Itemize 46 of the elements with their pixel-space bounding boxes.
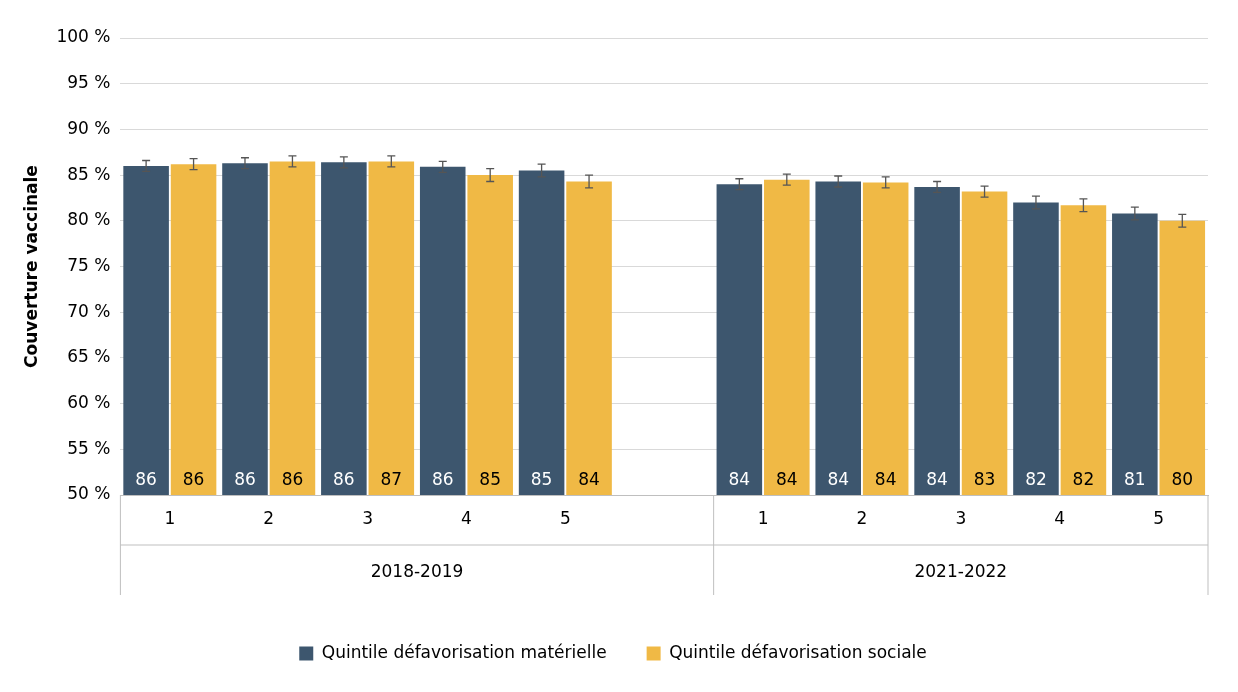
x-tick-label: 3: [955, 507, 967, 528]
x-tick-label: 4: [1054, 507, 1066, 528]
data-label: 84: [874, 468, 897, 489]
data-label: 84: [827, 468, 850, 489]
y-tick-label: 65 %: [67, 346, 111, 367]
data-label: 84: [578, 468, 600, 489]
y-tick-label: 90 %: [67, 117, 111, 138]
data-label: 86: [234, 468, 256, 489]
legend-label: Quintile défavorisation sociale: [669, 641, 927, 662]
x-tick-label: 2: [263, 507, 275, 528]
x-tick-label: 1: [164, 507, 176, 528]
y-tick-label: 80 %: [67, 209, 111, 230]
y-tick-label: 95 %: [67, 72, 111, 93]
y-tick-label: 55 %: [67, 437, 111, 458]
data-label: 80: [1171, 468, 1194, 489]
legend-label: Quintile défavorisation matérielle: [321, 641, 607, 662]
data-label: 86: [182, 468, 205, 489]
data-label: 83: [973, 468, 996, 489]
data-label: 84: [775, 468, 798, 489]
y-axis-title: Couverture vaccinale: [20, 165, 41, 368]
y-tick-label: 50 %: [67, 483, 111, 504]
text: 2018-2019: [370, 561, 464, 582]
y-tick-label: 70 %: [67, 300, 111, 321]
data-label: 85: [530, 468, 553, 489]
data-label: 84: [926, 468, 948, 489]
x-tick-label: 2: [856, 507, 868, 528]
y-tick-label: 60 %: [67, 392, 111, 413]
data-label: 87: [380, 468, 403, 489]
x-tick-label: 5: [1153, 507, 1164, 528]
data-label: 86: [333, 468, 355, 489]
data-label: 86: [135, 468, 157, 489]
x-tick-label: 3: [362, 507, 373, 528]
data-label: 81: [1124, 468, 1146, 489]
data-label: 86: [431, 468, 454, 489]
text: 2021-2022: [914, 561, 1008, 582]
data-label: 82: [1025, 468, 1047, 489]
data-label: 86: [281, 468, 304, 489]
x-tick-label: 1: [757, 507, 769, 528]
y-tick-label: 100 %: [56, 26, 111, 47]
data-label: 85: [479, 468, 502, 489]
data-label: 84: [728, 468, 751, 489]
data-label: 82: [1072, 468, 1095, 489]
x-tick-label: 5: [559, 507, 571, 528]
y-tick-label: 85 %: [67, 163, 111, 184]
y-tick-label: 75 %: [67, 254, 111, 275]
x-tick-label: 4: [461, 507, 472, 528]
